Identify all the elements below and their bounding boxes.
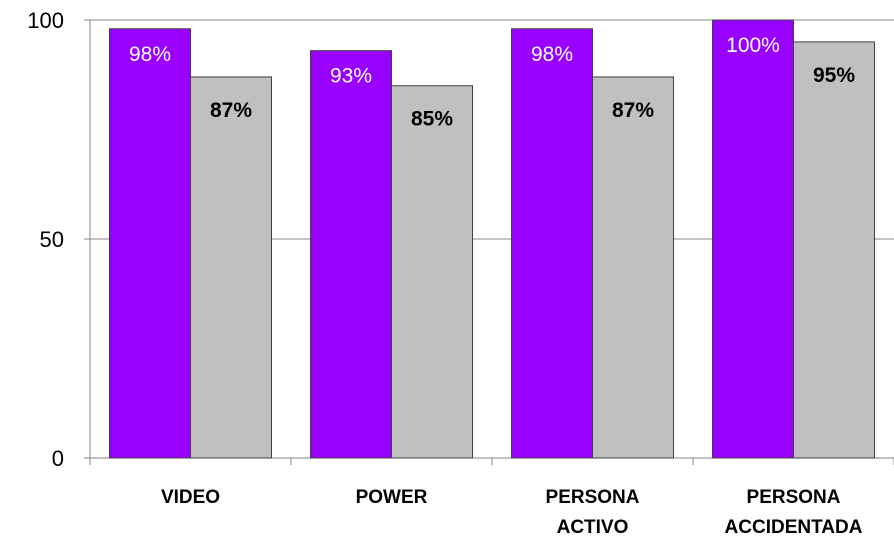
bar-series1-2 [511, 28, 593, 459]
bar-series2-3 [793, 41, 875, 459]
data-label-series2-1: 85% [411, 108, 453, 131]
category-label-2-0: PERSONA [546, 487, 640, 508]
bar-series2-1 [391, 85, 473, 459]
bar-series1-1 [310, 50, 392, 459]
data-label-series1-0: 98% [129, 43, 171, 66]
bar-series2-0 [190, 76, 272, 459]
y-tick-label-0: 0 [52, 446, 64, 471]
bar-series1-3 [712, 19, 794, 459]
data-label-series2-3: 95% [813, 64, 855, 87]
bar-series1-0 [109, 28, 191, 459]
y-tick-label-50: 50 [40, 227, 64, 252]
category-label-2-1: ACTIVO [557, 517, 629, 538]
category-label-3-1: ACCIDENTADA [725, 517, 863, 538]
category-label-3-0: PERSONA [747, 487, 841, 508]
category-label-0-0: VIDEO [161, 487, 220, 508]
data-label-series2-0: 87% [210, 99, 252, 122]
data-label-series2-2: 87% [612, 99, 654, 122]
y-tick-label-100: 100 [27, 8, 64, 33]
data-label-series1-2: 98% [531, 43, 573, 66]
data-label-series1-3: 100% [726, 34, 780, 57]
data-label-series1-1: 93% [330, 65, 372, 88]
bar-series2-2 [592, 76, 674, 459]
category-label-1-0: POWER [356, 487, 428, 508]
